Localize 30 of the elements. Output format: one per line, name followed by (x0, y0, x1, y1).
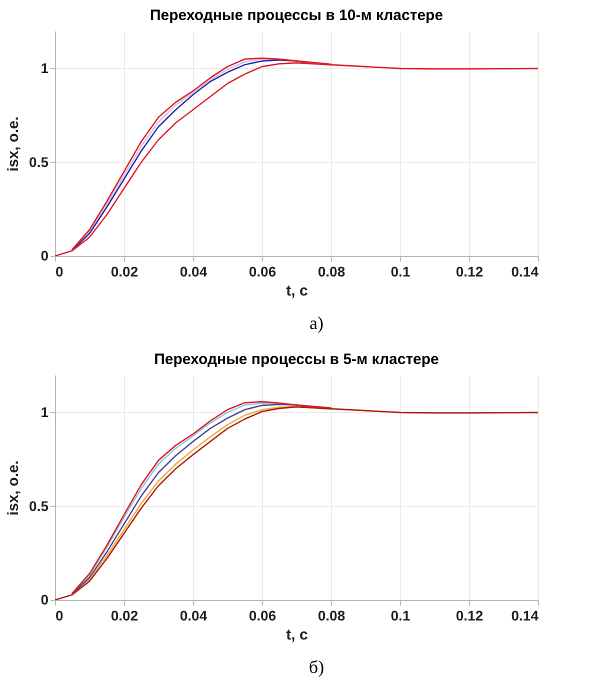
x-axis-title: t, с (286, 626, 308, 644)
x-tick-label: 0.04 (180, 264, 208, 280)
x-tick-label: 0.1 (390, 264, 410, 280)
x-tick-label: 0.12 (456, 264, 484, 280)
x-axis-title: t, с (286, 282, 308, 300)
y-axis-title: isx, о.е. (5, 460, 22, 516)
x-tick-label: 0.14 (511, 264, 539, 280)
x-tick-label: 0.14 (511, 608, 539, 624)
text: а) (308, 313, 324, 334)
x-tick-label: 0.08 (318, 608, 346, 624)
y-tick-label: 0 (40, 592, 49, 608)
x-tick-label: 0.02 (110, 608, 138, 624)
y-tick-label: 0.5 (29, 498, 49, 514)
chart-title: Переходные процессы в 10-м кластере (150, 7, 444, 24)
chart-title: Переходные процессы в 5-м кластере (154, 351, 439, 368)
x-tick-label: 0 (56, 264, 64, 280)
x-tick-label: 0.12 (456, 608, 484, 624)
y-tick-label: 0 (40, 248, 49, 264)
x-tick-label: 0.06 (248, 608, 276, 624)
y-tick-label: 1 (40, 404, 49, 420)
y-axis-title: isx, о.е. (5, 116, 22, 172)
x-tick-label: 0.06 (248, 264, 276, 280)
x-tick-label: 0.04 (180, 608, 208, 624)
x-tick-label: 0.08 (318, 264, 346, 280)
text: б) (308, 657, 326, 678)
y-tick-label: 0.5 (29, 154, 49, 170)
x-tick-label: 0.1 (390, 608, 410, 624)
x-tick-label: 0.02 (110, 264, 138, 280)
y-tick-label: 1 (40, 60, 49, 76)
x-tick-label: 0 (56, 608, 64, 624)
